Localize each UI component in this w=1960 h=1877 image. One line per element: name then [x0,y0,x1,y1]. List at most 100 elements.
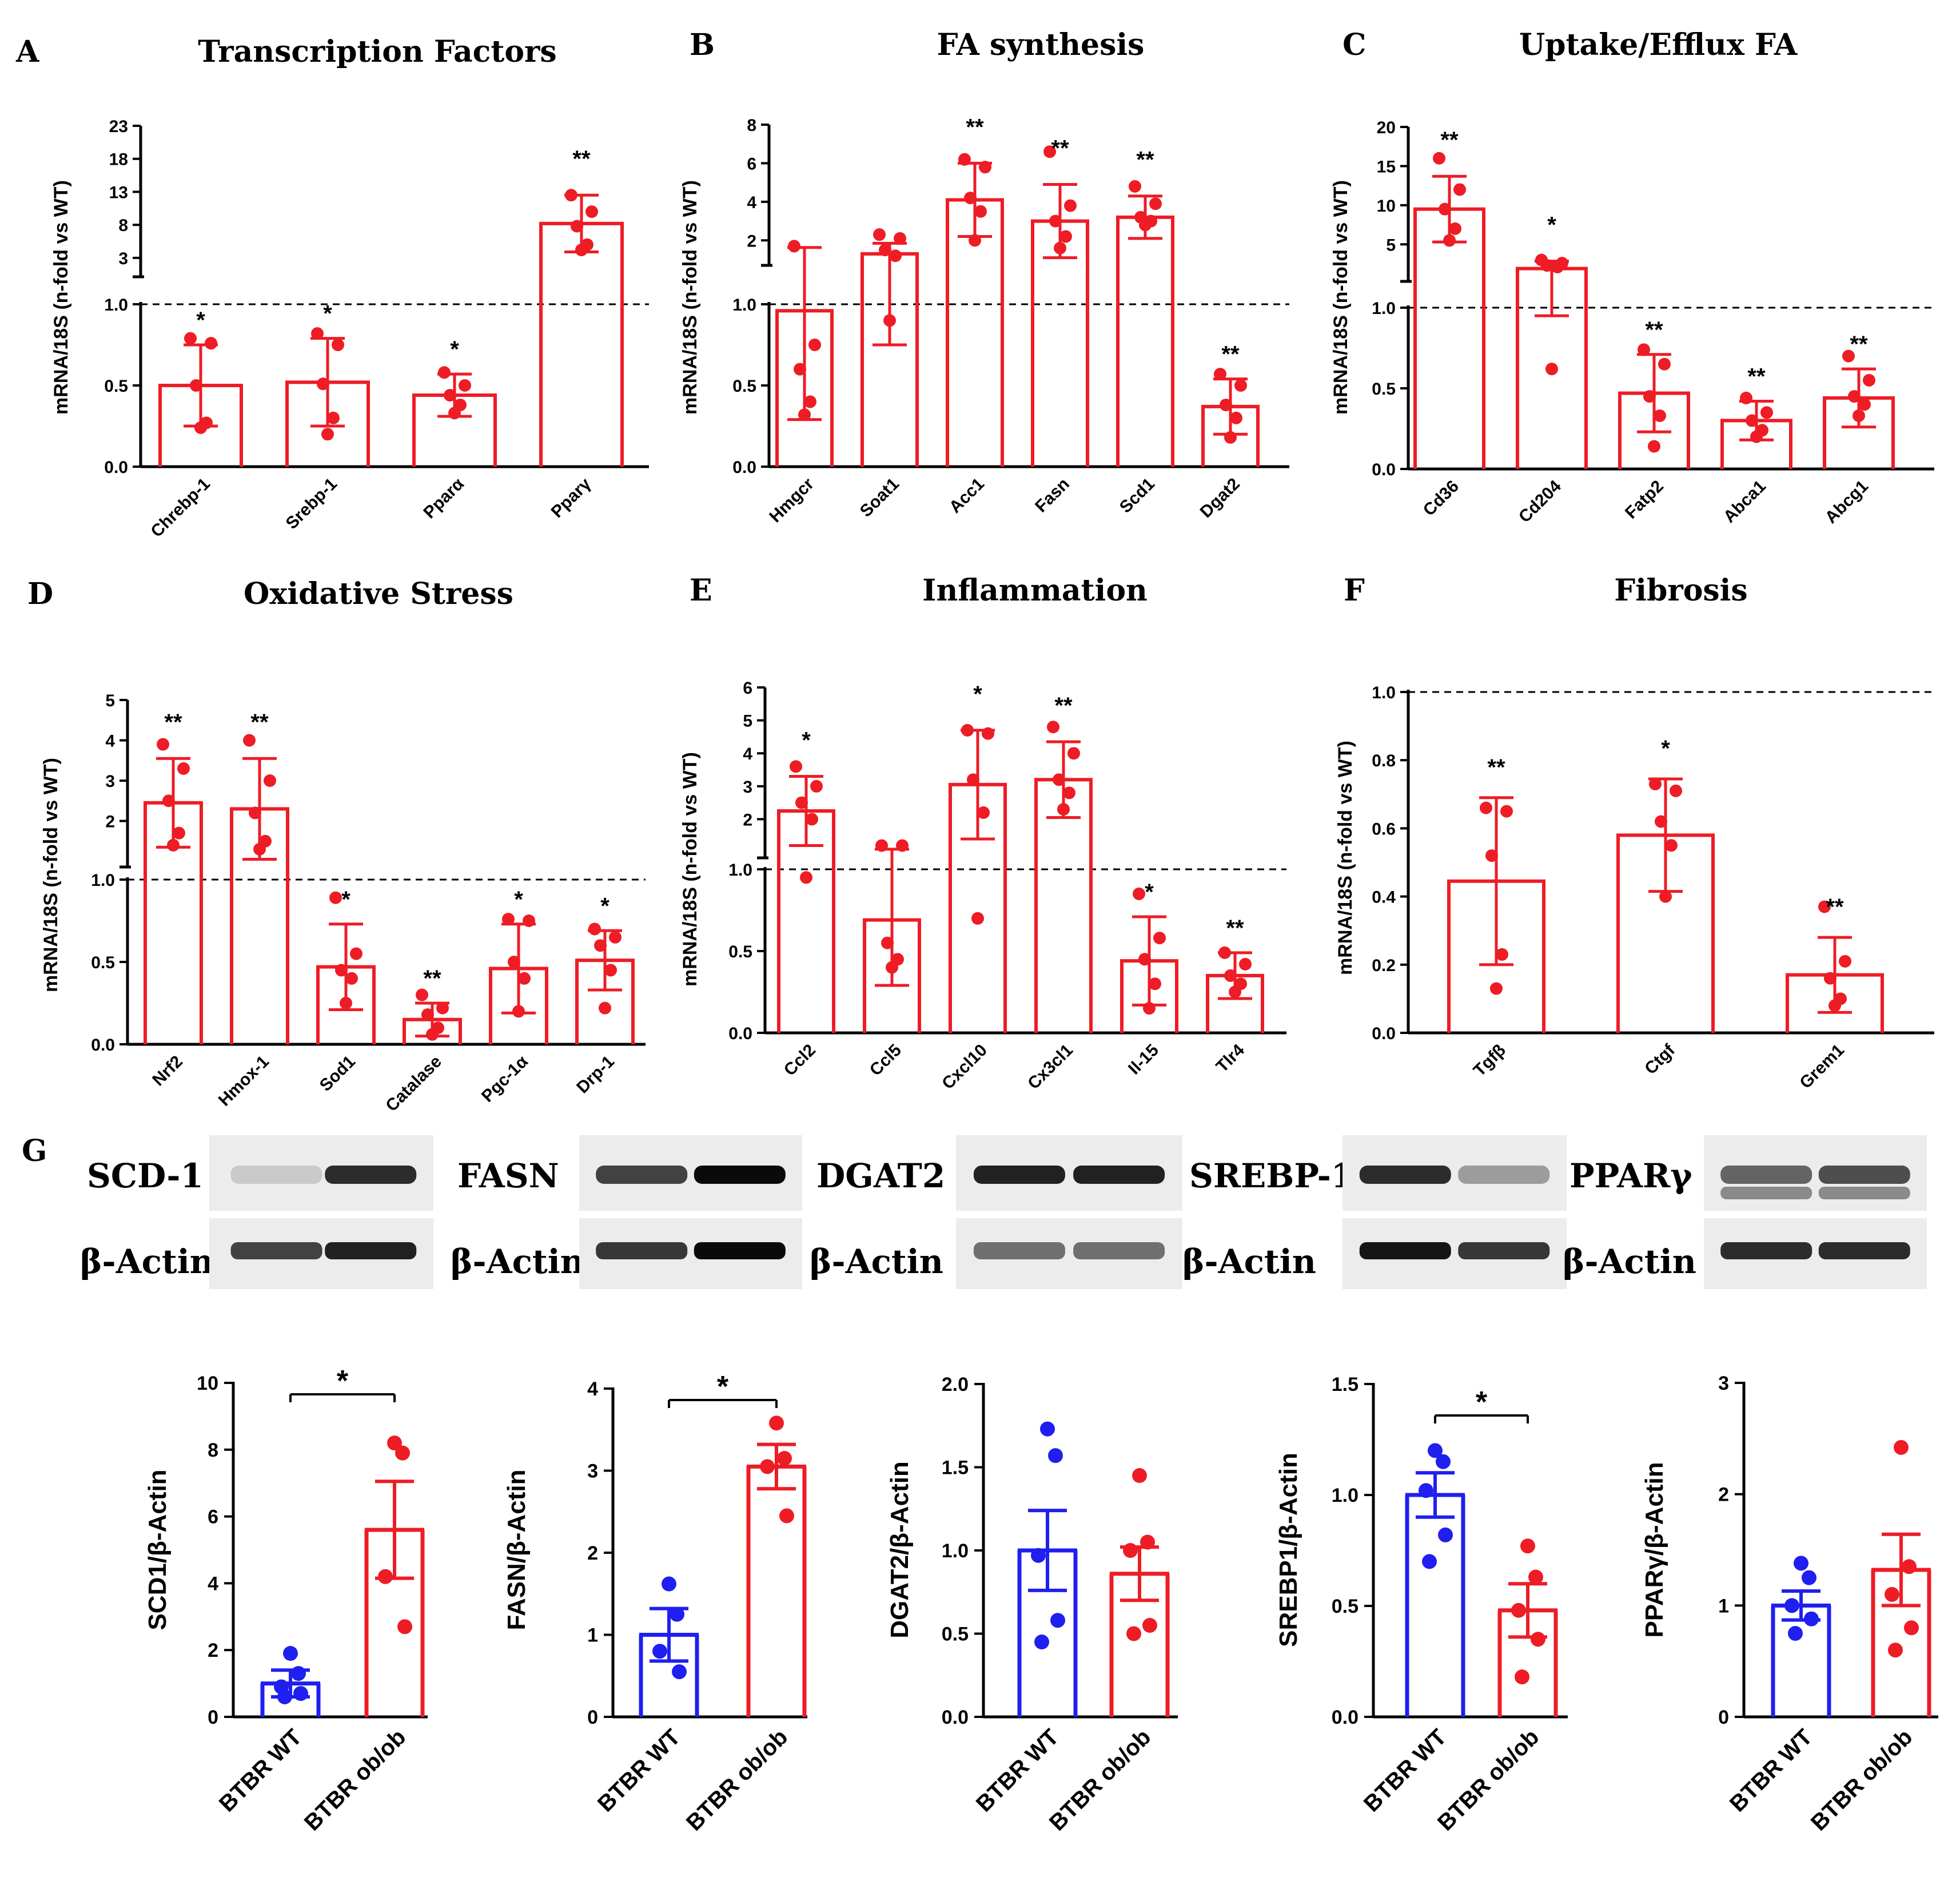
western-blot-panel: GSCD-1β-ActinFASNβ-ActinDGAT2β-ActinSREB… [22,1134,1938,1836]
data-point [1049,214,1062,228]
significance-marker: ** [1645,317,1663,343]
y-tick-label: 0.6 [1372,820,1396,838]
significance-marker: * [1547,213,1556,238]
data-point [1436,1454,1451,1469]
data-point [277,1689,292,1704]
significance-marker: ** [423,966,441,991]
bar-ob-ob: BTBR ob/ob [1433,1538,1558,1836]
y-tick-label: 3 [1718,1373,1729,1394]
data-point [1842,349,1855,363]
data-point [974,205,987,218]
category-label: Sod1 [316,1052,359,1095]
y-tick-label: 3 [105,772,115,791]
data-point [523,914,535,927]
y-axis-label: PPARγ/β-Actin [1640,1462,1668,1637]
data-point [177,762,190,775]
bar-cx3cl1: ** Cx3cl1 [1024,693,1093,1093]
data-point [167,838,180,852]
protein-band [1818,1166,1910,1184]
data-point [426,1028,439,1041]
significance-marker: * [1145,880,1154,905]
y-tick-label: 10 [197,1373,218,1394]
y-axis-label: SREBP1/β-Actin [1274,1453,1302,1647]
data-point [1063,786,1075,800]
data-point [327,411,340,424]
bar-pgc-1α: * Pgc-1α [478,887,548,1106]
y-tick-label: 4 [208,1573,218,1594]
data-point [459,379,471,392]
y-tick-label: 0.8 [1372,751,1396,770]
data-point [1654,409,1666,422]
bar-cxcl10: * Cxcl10 [938,682,1007,1093]
y-axis-label: mRNA/18S (n-fold vs WT) [1330,180,1352,415]
data-point [1129,180,1141,193]
actin-band [596,1242,688,1259]
data-point [979,161,991,174]
data-point [1123,1543,1138,1558]
y-tick-label: 3 [118,249,128,268]
bar-ccl2: * Ccl2 [777,728,835,1080]
panel-title: Fibrosis [1614,573,1747,608]
protein-label: DGAT2 [816,1156,945,1195]
data-point [1496,948,1508,961]
actin-band [325,1242,417,1259]
data-point [609,930,622,944]
y-tick-label: 4 [587,1378,598,1400]
y-tick-label: 0.0 [91,1036,115,1055]
data-point [881,936,894,949]
panel-title: Uptake/Efflux FA [1519,27,1798,62]
significance-marker: * [337,1365,349,1398]
data-point [1750,430,1763,443]
y-tick-label: 0.0 [1372,460,1396,479]
y-axis-label: mRNA/18S (n-fold vs WT) [50,180,72,415]
y-tick-label: 18 [109,150,128,169]
data-point [335,964,348,977]
data-point [1804,1611,1819,1627]
bar-acc1: ** Acc1 [946,114,1004,517]
data-point [760,1459,775,1474]
data-point [604,964,617,977]
y-tick-label: 0.0 [728,1024,752,1043]
data-point [1224,431,1237,444]
category-label: Dgat2 [1197,475,1244,522]
y-tick-label: 1.0 [732,296,756,315]
data-point [1059,230,1072,243]
bar-fatp2: ** Fatp2 [1618,317,1690,523]
protein-band [230,1166,322,1184]
bar-dgat2: ** Dgat2 [1197,342,1260,522]
data-point [448,407,461,420]
data-point [1053,773,1065,786]
actin-band [1458,1242,1550,1259]
category-label: BTBR WT [593,1724,686,1817]
data-point [886,961,898,974]
data-point [1139,218,1152,232]
actin-band [1720,1242,1812,1259]
category-label: Soat1 [856,475,903,521]
bar-ob-ob: BTBR ob/ob [1045,1468,1170,1836]
loading-control-label: β-Actin [451,1242,584,1281]
y-tick-label: 2 [105,813,115,832]
data-point [670,1606,684,1622]
data-point [283,1646,298,1661]
data-point [1515,1669,1529,1685]
category-label: Abcg1 [1822,477,1872,527]
blot-dgat2: DGAT2 β-Actin [810,1135,1182,1289]
significance-marker: ** [250,710,269,735]
data-point [1670,784,1682,797]
data-point [395,1445,410,1461]
bar-il-15: * Il-15 [1120,880,1178,1078]
data-point [1485,849,1498,862]
loading-control-label: β-Actin [1563,1242,1696,1281]
bar-pparα: * Pparα [412,337,497,522]
data-point [1048,1448,1063,1464]
panel-f: F Fibrosis mRNA/18S (n-fold vs WT) 0.0 0.2 0.… [1334,573,1934,1092]
panel-letter: D [27,576,53,611]
data-point [806,813,818,826]
data-point [329,891,342,904]
data-point [977,806,990,819]
y-tick-label: 0.5 [732,377,756,396]
y-tick-label: 1.5 [942,1457,969,1479]
